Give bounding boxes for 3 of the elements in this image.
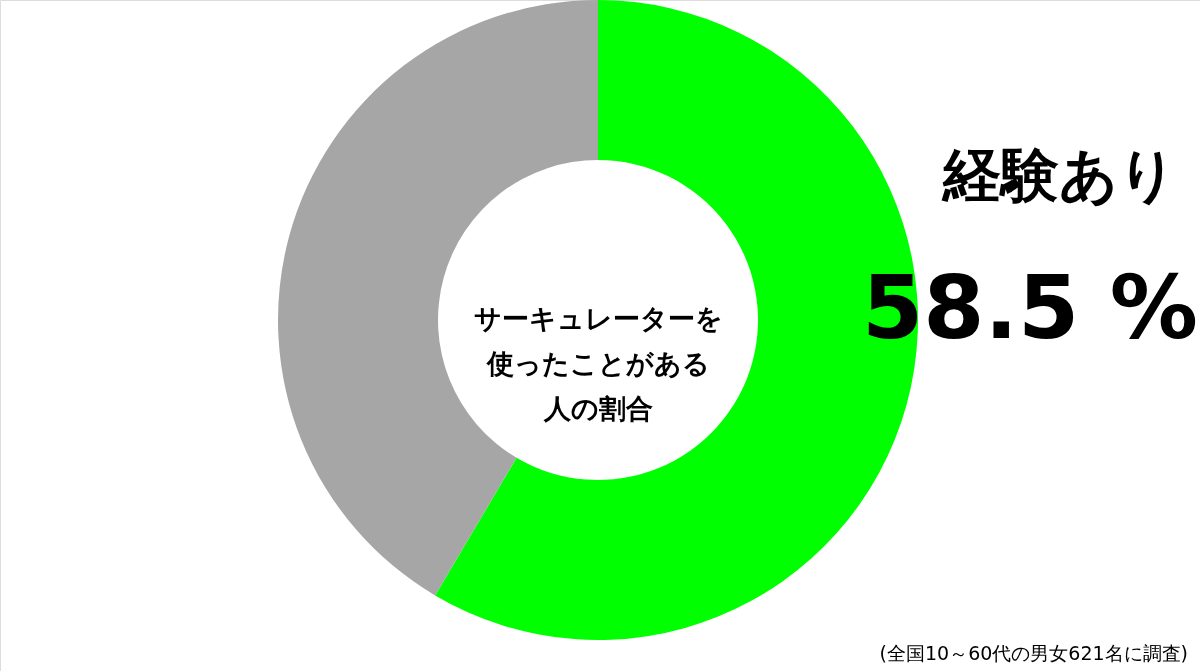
slice-label: 経験あり [941, 141, 1177, 209]
text: サーキュレーターを使ったことがある人の割合 [473, 303, 723, 424]
text: (全国10～60代の男女621名に調査) [879, 642, 1188, 664]
